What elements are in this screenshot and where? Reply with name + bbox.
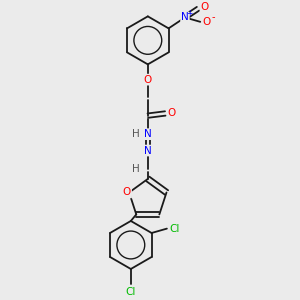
Text: Cl: Cl [169, 224, 180, 234]
Text: O: O [203, 17, 211, 27]
Text: N: N [181, 13, 189, 22]
Text: +: + [187, 9, 193, 18]
Text: O: O [168, 109, 176, 118]
Text: -: - [212, 13, 215, 22]
Text: H: H [132, 164, 140, 174]
Text: O: O [123, 188, 131, 197]
Text: N: N [144, 146, 152, 155]
Text: O: O [200, 2, 209, 11]
Text: N: N [144, 129, 152, 139]
Text: O: O [144, 75, 152, 85]
Text: Cl: Cl [126, 287, 136, 297]
Text: H: H [132, 129, 140, 139]
